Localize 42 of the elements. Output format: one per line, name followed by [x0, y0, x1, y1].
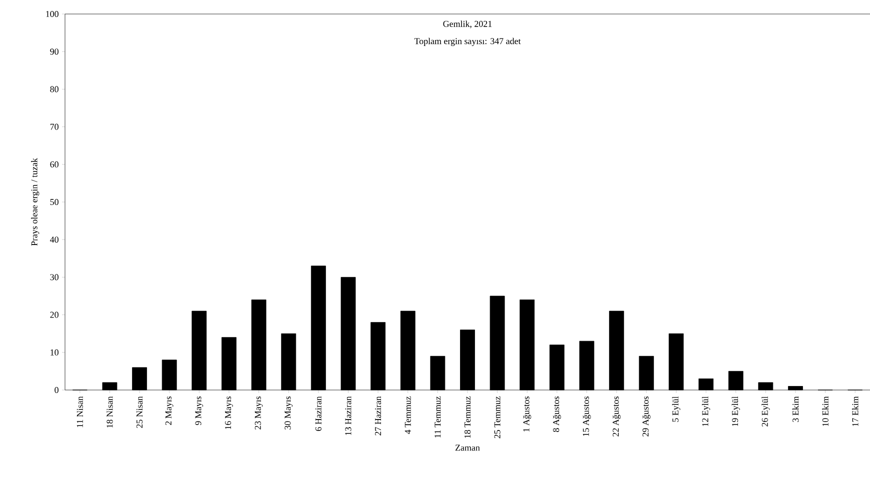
x-tick-label: 15 Ağustos [582, 396, 591, 436]
y-tick-label: 30 [50, 274, 58, 280]
y-tick-label: 40 [50, 236, 58, 243]
x-tick-label: 17 Ekim [852, 396, 858, 426]
y-tick-label: 0 [54, 386, 58, 394]
x-tick-label: 13 Haziran [345, 396, 352, 435]
y-tick-label: 70 [50, 124, 58, 130]
x-tick-label: 19 Eylül [732, 396, 740, 426]
x-tick-label: 11 Nisan [76, 396, 83, 428]
y-tick-label: 100 [46, 10, 58, 18]
y-tick-label: 20 [50, 312, 58, 318]
x-tick-label: 18 Temmuz [464, 396, 471, 438]
x-tick-label: 12 Eylül [702, 396, 710, 426]
x-tick-label: 11 Temmuz [434, 396, 441, 438]
y-axis-title: Prays oleae ergin / tuzak [31, 158, 40, 246]
x-tick-label: 26 Eylül [762, 396, 770, 426]
x-tick-label: 16 Mayıs [225, 396, 233, 430]
x-tick-label: 6 Haziran [315, 396, 322, 431]
y-tick-label: 90 [50, 48, 58, 55]
y-tick-label: 10 [50, 349, 58, 356]
text: Toplam ergin sayısı: 347 adet [414, 38, 521, 46]
x-tick-label: 30 Mayıs [284, 396, 293, 430]
x-tick-label: 8 Ağustos [552, 396, 561, 432]
y-tick-label: 50 [50, 198, 58, 206]
x-tick-label: 29 Ağustos [642, 396, 650, 436]
y-tick-label: 80 [50, 86, 58, 92]
x-tick-label: 18 Nisan [106, 396, 113, 428]
y-tick-label: 60 [50, 161, 58, 168]
x-tick-label: 27 Haziran [375, 396, 382, 436]
x-tick-label: 23 Mayıs [254, 396, 263, 430]
x-tick-label: 5 Eylül [672, 396, 680, 422]
x-tick-label: 9 Mayıs [195, 396, 204, 426]
x-tick-label: 10 Ekim [822, 396, 828, 426]
x-tick-label: 25 Nisan [136, 396, 143, 428]
text: Gemlik, 2021 [443, 20, 492, 28]
x-tick-label: 3 Ekim [792, 396, 799, 422]
x-tick-label: 1 Ağustos [523, 396, 532, 432]
x-tick-label: 2 Mayıs [165, 396, 174, 425]
x-axis-title: Zaman [455, 444, 480, 451]
x-tick-label: 4 Temmuz [404, 396, 411, 434]
x-tick-label: 25 Temmuz [494, 396, 500, 438]
x-tick-label: 22 Ağustos [612, 396, 621, 436]
